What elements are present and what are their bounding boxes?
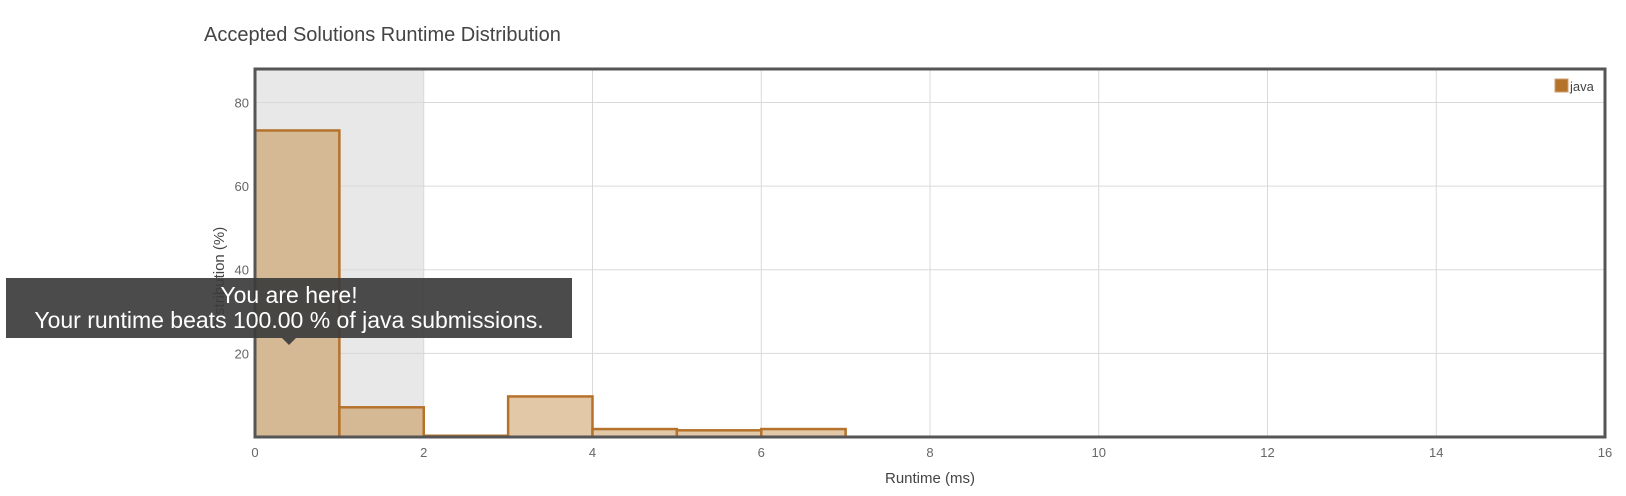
x-axis-ticks: 0 2 4 6 8 10 12 14 16 (251, 445, 1612, 460)
bar-3-4 (506, 395, 594, 439)
y-axis-ticks: 20 40 60 80 (235, 95, 249, 361)
x-tick-label-14: 14 (1429, 445, 1443, 460)
plot-frame (253, 67, 1607, 439)
legend-swatch-java[interactable] (1554, 78, 1569, 93)
grid-lines (255, 69, 1605, 437)
y-tick-label-40: 40 (235, 263, 249, 278)
tooltip-pointer (282, 338, 296, 345)
x-tick-label-10: 10 (1092, 445, 1106, 460)
tooltip-message: Your runtime beats 100.00 % of java subm… (34, 307, 544, 333)
legend[interactable]: java (1554, 78, 1595, 94)
y-tick-label-80: 80 (235, 95, 249, 110)
x-tick-label-8: 8 (926, 445, 933, 460)
x-tick-label-0: 0 (251, 445, 258, 460)
y-tick-label-60: 60 (235, 179, 249, 194)
y-tick-label-20: 20 (235, 346, 249, 361)
x-tick-label-12: 12 (1260, 445, 1274, 460)
x-tick-label-16: 16 (1598, 445, 1612, 460)
x-tick-label-2: 2 (420, 445, 427, 460)
x-axis-title: Runtime (ms) (885, 470, 975, 487)
x-tick-label-6: 6 (758, 445, 765, 460)
bar-1-2 (338, 406, 425, 439)
tooltip-title: You are here! (220, 282, 358, 308)
runtime-tooltip: You are here! Your runtime beats 100.00 … (6, 278, 572, 345)
legend-label-java[interactable]: java (1569, 79, 1595, 94)
x-tick-label-4: 4 (589, 445, 596, 460)
chart-title: Accepted Solutions Runtime Distribution (204, 24, 561, 46)
